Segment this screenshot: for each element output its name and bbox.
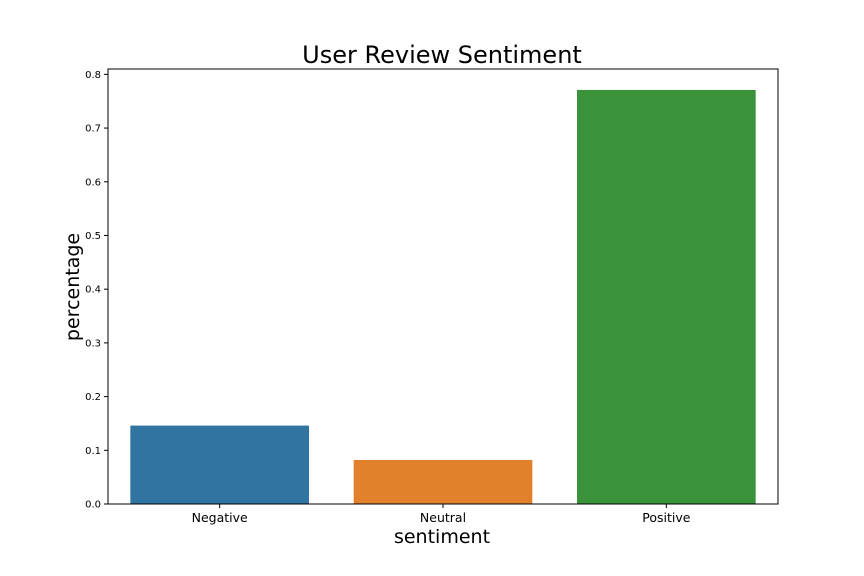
y-axis: 0.0 0.1 0.2 0.3 0.4 0.5 0.6 0.7 0.8 — [85, 70, 108, 511]
bar-neutral — [353, 459, 533, 504]
chart-title: User Review Sentiment — [302, 41, 582, 69]
x-tick-label: Neutral — [420, 510, 466, 525]
y-tick-label: 0.3 — [85, 338, 101, 349]
plot-frame — [107, 68, 779, 505]
x-axis-label: sentiment — [394, 526, 490, 548]
x-tick-label: Positive — [642, 510, 690, 525]
x-axis: Negative Neutral Positive — [192, 504, 691, 525]
bars-group — [130, 89, 756, 504]
y-tick-label: 0.8 — [85, 70, 101, 81]
bar-positive — [577, 89, 756, 504]
y-tick-label: 0.0 — [85, 500, 101, 511]
y-tick-label: 0.5 — [85, 231, 101, 242]
bar-negative — [130, 425, 309, 504]
y-tick-label: 0.6 — [85, 177, 101, 188]
y-tick-label: 0.2 — [85, 392, 101, 403]
y-tick-label: 0.7 — [85, 124, 101, 135]
x-tick-label: Negative — [192, 510, 248, 525]
y-tick-label: 0.4 — [85, 285, 101, 296]
y-tick-label: 0.1 — [85, 446, 101, 457]
y-axis-label: percentage — [62, 233, 84, 341]
